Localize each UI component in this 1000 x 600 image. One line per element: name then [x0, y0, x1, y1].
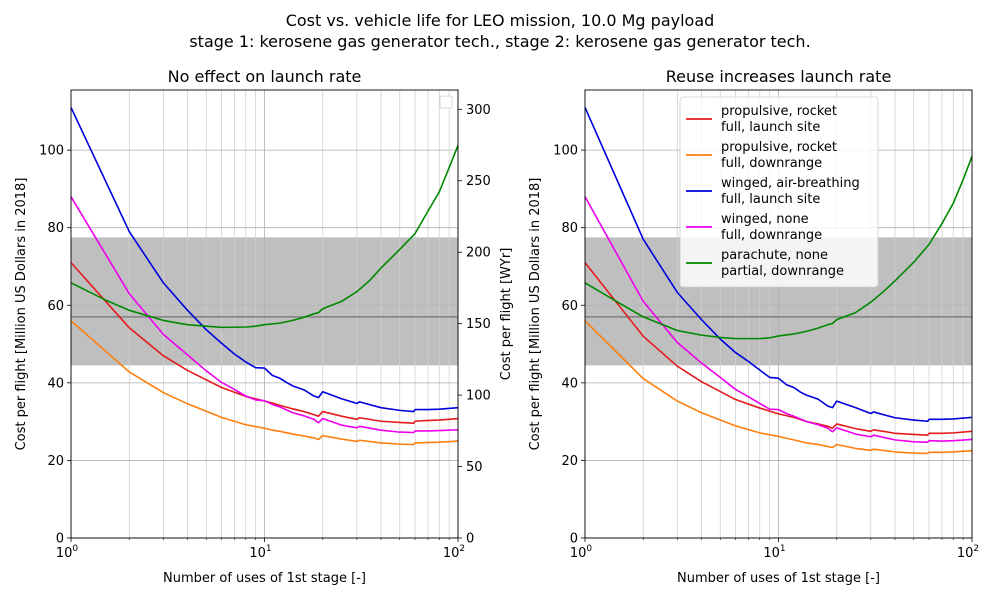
legend-label-line: winged, none	[721, 212, 809, 227]
y-tick-label: 100	[39, 144, 64, 159]
legend-label-0: propulsive, rocket full, launch site	[721, 104, 837, 135]
legend-label-line: propulsive, rocket	[721, 104, 837, 119]
x-tick-exponent: 2	[459, 544, 465, 554]
y-tick-label: 100	[553, 144, 578, 159]
legend-label-line: parachute, none	[721, 248, 828, 263]
series-line-2	[584, 107, 973, 423]
series-line-4	[584, 156, 973, 340]
series-line-1	[70, 320, 459, 446]
y-tick-label: 60	[47, 299, 64, 314]
x-tick-exponent: 1	[780, 544, 786, 554]
legend: propulsive, rocket full, launch sitepropu…	[679, 96, 879, 288]
x-tick-base: 10	[957, 546, 974, 561]
x-axis-label: Number of uses of 1st stage [-]	[677, 571, 880, 586]
legend-label-2: winged, air-breathing full, launch site	[721, 176, 860, 207]
y-tick-label: 80	[561, 221, 578, 236]
series-line-2	[70, 107, 459, 413]
figure-suptitle-line2: stage 1: kerosene gas generator tech., s…	[189, 32, 810, 51]
y-right-axis-label: Cost per flight [WYr]	[499, 248, 514, 381]
x-tick-base: 10	[249, 546, 266, 561]
x-tick-exponent: 0	[586, 544, 592, 554]
chart-title: No effect on launch rate	[168, 67, 362, 86]
legend-label-line: full, downrange	[721, 228, 822, 243]
y-right-tick-label: 100	[466, 389, 491, 404]
figure-suptitle-line1: Cost vs. vehicle life for LEO mission, 1…	[286, 11, 715, 30]
x-tick-label: 100	[56, 544, 79, 561]
legend-label-1: propulsive, rocket full, downrange	[721, 140, 837, 171]
legend-label-line: propulsive, rocket	[721, 140, 837, 155]
y-right-tick-label: 200	[466, 246, 491, 261]
y-axis-label: Cost per flight [Million US Dollars in 2…	[14, 178, 29, 451]
legend-box-empty	[439, 95, 453, 109]
y-tick-label: 40	[47, 376, 64, 391]
x-tick-label: 102	[957, 544, 979, 561]
x-axis-label: Number of uses of 1st stage [-]	[163, 571, 366, 586]
y-tick-label: 80	[47, 221, 64, 236]
x-tick-label: 100	[570, 544, 593, 561]
y-tick-label: 0	[570, 532, 578, 547]
series-line-3	[584, 196, 973, 443]
x-tick-exponent: 0	[72, 544, 78, 554]
y-right-tick-label: 300	[466, 103, 491, 118]
series-line-4	[70, 145, 459, 329]
y-axis-label: Cost per flight [Million US Dollars in 2…	[528, 178, 543, 451]
y-tick-label: 20	[561, 454, 578, 469]
x-tick-label: 102	[443, 544, 465, 561]
y-right-tick-label: 0	[466, 532, 474, 547]
y-tick-label: 40	[561, 376, 578, 391]
x-tick-base: 10	[443, 546, 460, 561]
y-right-tick-label: 150	[466, 317, 491, 332]
legend-label-line: winged, air-breathing	[721, 176, 860, 191]
legend-label-line: partial, downrange	[721, 264, 844, 279]
legend-label-3: winged, none full, downrange	[721, 212, 822, 243]
legend-box	[679, 96, 879, 288]
x-tick-exponent: 1	[266, 544, 272, 554]
x-tick-label: 101	[763, 544, 785, 561]
legend-label-line: full, launch site	[721, 120, 820, 135]
y-right-tick-label: 250	[466, 174, 491, 189]
y-right-tick-label: 50	[466, 460, 483, 475]
series-line-0	[70, 262, 459, 424]
legend-label-line: full, downrange	[721, 156, 822, 171]
x-tick-base: 10	[763, 546, 780, 561]
series-line-0	[584, 262, 973, 437]
chart-left: 100 101 102020406080100050100150200250300C…	[14, 67, 514, 586]
x-tick-base: 10	[56, 546, 73, 561]
x-tick-exponent: 2	[973, 544, 979, 554]
y-tick-label: 0	[56, 532, 64, 547]
x-tick-base: 10	[570, 546, 587, 561]
legend-label-line: full, launch site	[721, 192, 820, 207]
y-tick-label: 60	[561, 299, 578, 314]
series-line-1	[584, 320, 973, 455]
series-line-3	[70, 196, 459, 434]
legend-label-4: parachute, none partial, downrange	[721, 248, 844, 279]
x-tick-label: 101	[249, 544, 271, 561]
chart-title: Reuse increases launch rate	[666, 67, 892, 86]
y-tick-label: 20	[47, 454, 64, 469]
